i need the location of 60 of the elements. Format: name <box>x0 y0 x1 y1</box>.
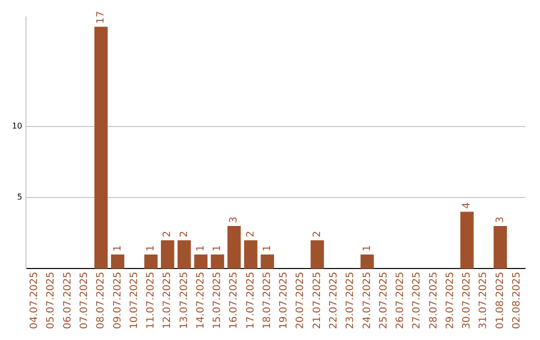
x-tick-label: 24.07.2025 <box>362 272 373 330</box>
x-tick-label: 19.07.2025 <box>278 272 290 330</box>
x-tick-label: 13.07.2025 <box>178 272 190 330</box>
bar <box>160 240 174 269</box>
bar <box>144 254 158 269</box>
bar <box>494 226 507 269</box>
bar <box>260 254 274 269</box>
x-tick-label: 30.07.2025 <box>462 272 473 330</box>
x-tick-label: 18.07.2025 <box>262 272 273 330</box>
x-tick-label: 09.07.2025 <box>112 272 124 330</box>
data-label: 2 <box>245 230 256 238</box>
x-tick-label: 22.07.2025 <box>328 272 340 330</box>
bar <box>227 226 241 269</box>
bar <box>460 212 474 269</box>
x-tick-label: 08.07.2025 <box>96 272 107 330</box>
x-tick-label: 31.07.2025 <box>478 272 490 330</box>
x-tick-label: 28.07.2025 <box>428 272 440 330</box>
x-tick-label: 21.07.2025 <box>312 272 323 330</box>
x-tick-label: 07.07.2025 <box>78 272 90 330</box>
y-tick-label: 5 <box>17 192 22 202</box>
data-label: 1 <box>195 245 206 252</box>
data-label: 17 <box>96 11 107 24</box>
x-tick-label: 23.07.2025 <box>345 272 356 330</box>
x-tick-label: 04.07.2025 <box>29 272 40 330</box>
x-tick-label: 27.07.2025 <box>412 272 423 330</box>
bar <box>94 26 108 269</box>
x-tick-label: 06.07.2025 <box>62 272 74 330</box>
data-label: 1 <box>262 245 273 252</box>
x-tick-label: 02.08.2025 <box>511 272 522 330</box>
bar <box>194 254 208 269</box>
x-tick-label: 12.07.2025 <box>162 272 174 330</box>
data-label: 3 <box>228 216 240 224</box>
bar <box>111 254 124 269</box>
x-tick-label: 10.07.2025 <box>128 272 140 330</box>
data-label: 1 <box>362 245 373 252</box>
x-tick-label: 25.07.2025 <box>378 272 390 330</box>
data-label: 1 <box>146 245 157 252</box>
data-label: 1 <box>112 245 124 252</box>
x-tick-label: 26.07.2025 <box>395 272 406 330</box>
x-tick-label: 16.07.2025 <box>228 272 240 330</box>
bar <box>310 240 324 269</box>
data-label: 1 <box>212 245 224 252</box>
bar <box>244 240 258 269</box>
x-tick-label: 15.07.2025 <box>212 272 224 330</box>
bar <box>360 254 374 269</box>
data-label: 2 <box>162 230 174 238</box>
data-label: 3 <box>494 216 506 224</box>
bar <box>210 254 224 269</box>
x-tick-label: 29.07.2025 <box>444 272 456 330</box>
x-tick-label: 17.07.2025 <box>245 272 256 330</box>
x-tick-label: 11.07.2025 <box>146 272 157 330</box>
x-tick-label: 14.07.2025 <box>195 272 206 330</box>
x-tick-label: 20.07.2025 <box>295 272 306 330</box>
x-tick-label: 01.08.2025 <box>494 272 506 330</box>
y-tick-label: 10 <box>12 121 22 130</box>
data-label: 2 <box>178 230 190 238</box>
data-label: 2 <box>312 230 323 238</box>
x-tick-label: 05.07.2025 <box>46 272 57 330</box>
bar <box>178 240 191 269</box>
data-label: 4 <box>462 202 473 209</box>
